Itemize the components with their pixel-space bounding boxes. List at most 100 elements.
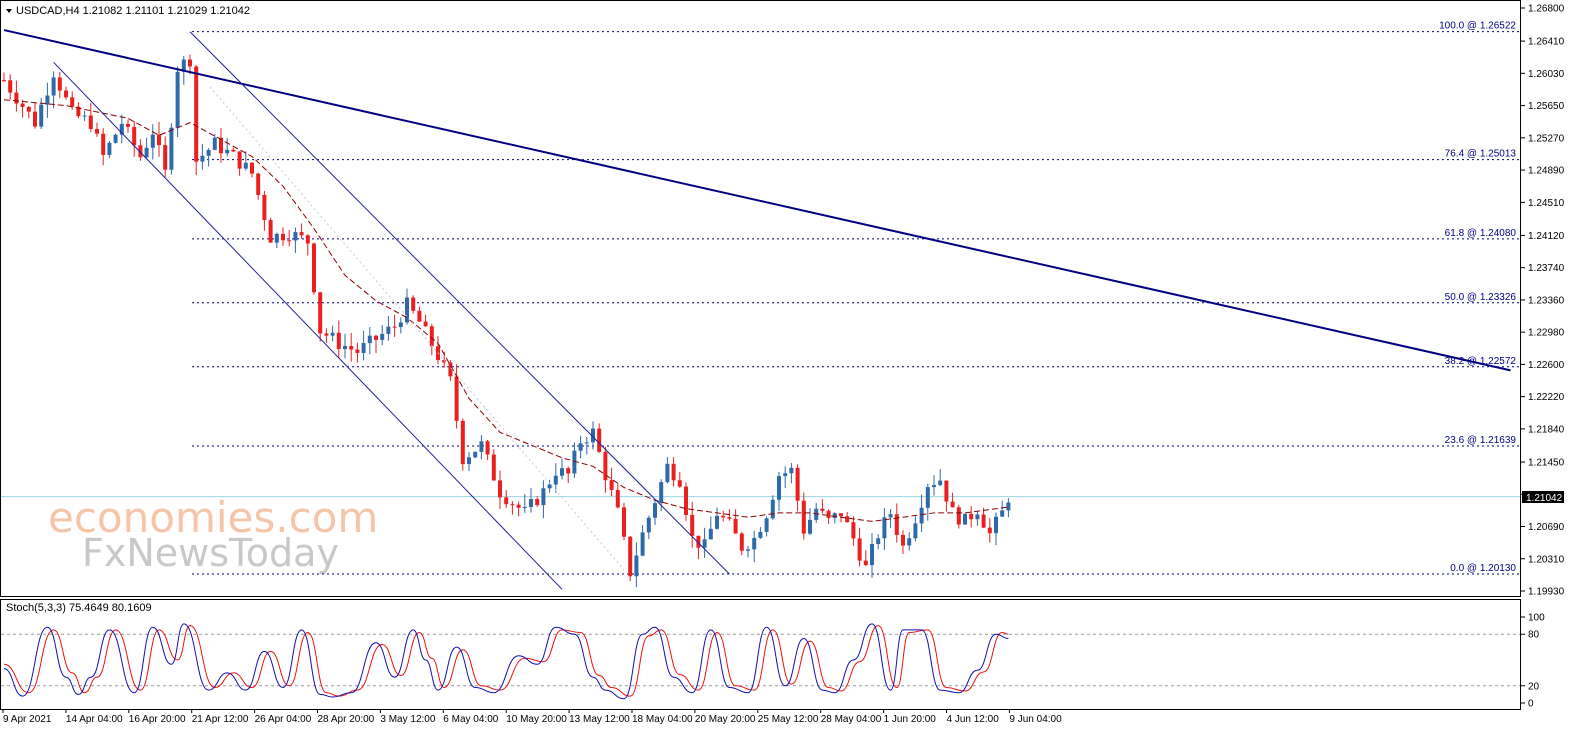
candle-body	[851, 522, 856, 539]
candle-body	[212, 137, 217, 150]
candle-body	[473, 451, 478, 458]
current-price-label: 1.21042	[1526, 493, 1563, 504]
candle-body	[262, 194, 267, 221]
time-tick-label: 3 May 12:00	[380, 714, 435, 725]
candle-body	[250, 162, 254, 174]
candle-body	[994, 516, 998, 534]
candle-body	[919, 507, 924, 524]
candle-body	[14, 92, 19, 104]
candle-body	[206, 149, 211, 156]
stoch-tick-label: 100	[1528, 613, 1545, 624]
candle-body	[287, 240, 292, 242]
candle-body	[26, 106, 31, 112]
candle-body	[448, 362, 453, 377]
candle-body	[1006, 502, 1011, 511]
candle-body	[857, 538, 862, 561]
candle-body	[789, 467, 794, 474]
candle-body	[622, 507, 626, 537]
price-tick-label: 1.22980	[1528, 328, 1565, 339]
candle-body	[429, 326, 434, 347]
price-tick-label: 1.21450	[1528, 458, 1565, 469]
candle-body	[454, 376, 459, 421]
candle-body	[938, 480, 943, 486]
candle-body	[913, 523, 918, 539]
candle-body	[907, 538, 912, 546]
candle-body	[126, 123, 130, 127]
time-tick-label: 28 May 04:00	[821, 714, 882, 725]
candle-body	[758, 531, 763, 538]
candle-body	[107, 142, 112, 155]
watermark: economies.com FxNewsToday	[48, 493, 378, 575]
channel-midline	[209, 86, 625, 571]
trendlines	[3, 29, 1511, 590]
time-tick-label: 14 Apr 04:00	[66, 714, 123, 725]
candle-body	[268, 220, 273, 243]
candle-body	[150, 134, 155, 148]
candle-body	[318, 292, 323, 334]
candle-body	[417, 310, 422, 322]
candle-body	[169, 127, 174, 170]
candle-body	[281, 233, 285, 241]
symbol-dropdown-icon[interactable]	[6, 9, 12, 13]
candle-body	[764, 518, 769, 532]
candle-body	[485, 441, 490, 455]
stoch-signal-line	[3, 625, 1009, 697]
candle-body	[188, 59, 192, 67]
price-tick-label: 1.24120	[1528, 231, 1565, 242]
candle-body	[374, 335, 378, 340]
price-tick-label: 1.26800	[1528, 4, 1565, 15]
price-tick-label: 1.22220	[1528, 392, 1565, 403]
candle-body	[708, 528, 713, 540]
fib-level-label: 50.0 @ 1.23326	[1445, 292, 1517, 303]
candle-body	[987, 527, 992, 534]
candle-body	[925, 487, 930, 508]
stoch-panel-border	[0, 599, 1521, 710]
candle-body	[560, 468, 564, 476]
candle-body	[684, 486, 688, 515]
candle-body	[57, 77, 62, 91]
candle-body	[355, 349, 360, 353]
stoch-header: Stoch(5,3,3) 75.4649 80.1609	[6, 602, 152, 614]
candle-body	[349, 346, 354, 350]
candle-body	[175, 71, 180, 128]
price-tick-label: 1.26410	[1528, 37, 1565, 48]
candle-body	[584, 442, 589, 444]
stoch-tick-label: 80	[1528, 630, 1540, 641]
candle-body	[677, 480, 682, 487]
candle-body	[299, 232, 304, 236]
candle-body	[138, 145, 143, 158]
candle-body	[591, 428, 595, 443]
candle-body	[653, 503, 657, 518]
candle-body	[721, 515, 726, 518]
candle-body	[746, 549, 750, 551]
candle-body	[20, 103, 25, 107]
candle-body	[690, 514, 695, 536]
time-tick-label: 25 May 12:00	[758, 714, 819, 725]
candle-body	[336, 332, 341, 350]
time-tick-label: 18 May 04:00	[632, 714, 693, 725]
candle-body	[163, 145, 168, 170]
long-term-trendline	[3, 29, 1511, 372]
candle-body	[386, 326, 391, 334]
candle-body	[671, 463, 676, 481]
candle-body	[820, 508, 825, 511]
time-tick-label: 28 Apr 20:00	[318, 714, 375, 725]
candle-body	[863, 560, 868, 566]
candle-body	[808, 519, 812, 534]
stoch-tick-label: 20	[1528, 681, 1540, 692]
candle-body	[634, 555, 639, 577]
time-tick-label: 1 Jun 20:00	[884, 714, 937, 725]
current-price-tag	[1522, 491, 1564, 503]
candle-body	[95, 128, 99, 134]
candle-body	[1000, 510, 1005, 517]
candle-body	[33, 111, 37, 127]
candle-body	[256, 173, 261, 195]
fib-level-label: 76.4 @ 1.25013	[1445, 149, 1517, 160]
candle-body	[405, 297, 409, 323]
candle-body	[194, 66, 199, 162]
price-tick-label: 1.19930	[1528, 587, 1565, 598]
time-tick-label: 4 Jun 12:00	[947, 714, 1000, 725]
candle-body	[640, 532, 645, 556]
candle-body	[603, 451, 608, 481]
candle-body	[572, 450, 577, 474]
